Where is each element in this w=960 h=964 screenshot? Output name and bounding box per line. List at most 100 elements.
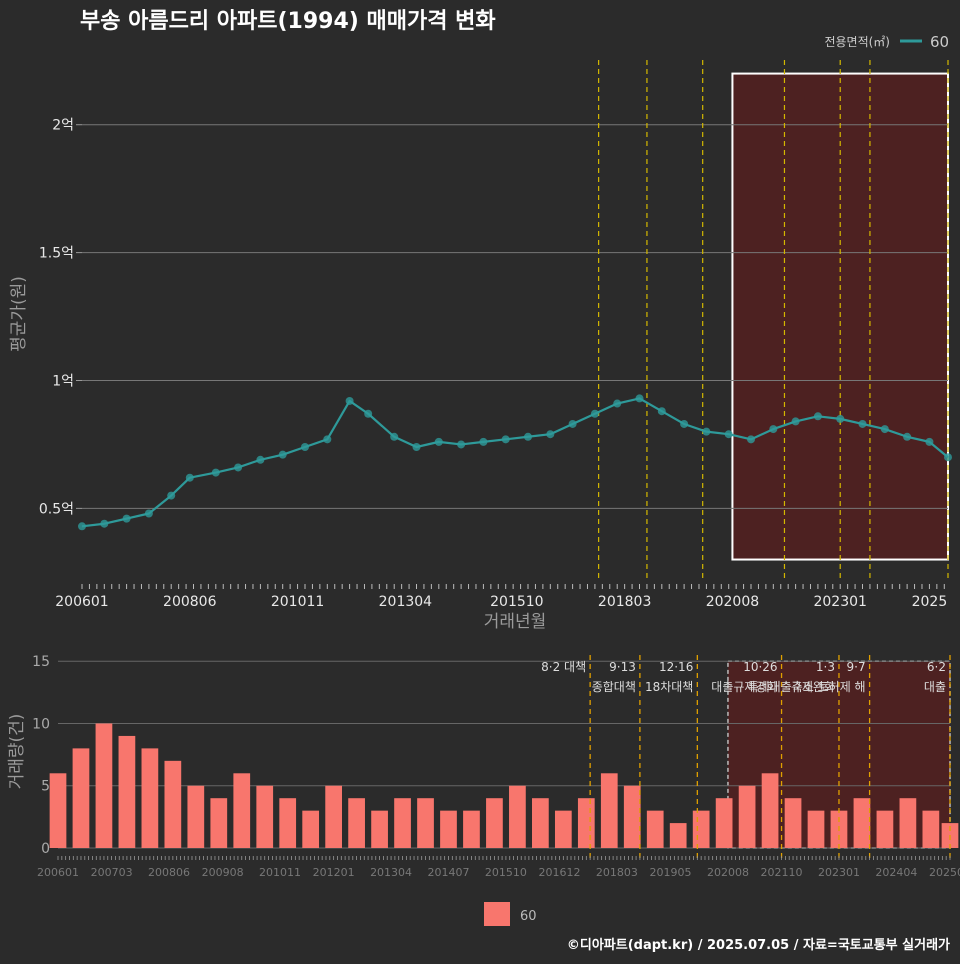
y-tick-label: 1억 (52, 374, 74, 390)
volume-bar (325, 785, 343, 848)
policy-annotation: 종합대책 (592, 679, 636, 694)
data-point (568, 419, 577, 428)
volume-bar (486, 798, 503, 848)
volume-bar (417, 798, 434, 848)
volume-bar (371, 810, 388, 848)
data-point (501, 435, 510, 444)
data-point (390, 432, 399, 441)
data-point (747, 435, 756, 444)
x-tick-label: 200703 (91, 866, 133, 879)
policy-annotation: 6·2 (927, 660, 946, 674)
x-tick-label: 202008 (706, 594, 759, 610)
volume-bar (95, 723, 113, 848)
data-point (301, 443, 310, 451)
volume-bar (577, 798, 595, 848)
volume-bar (118, 735, 136, 848)
policy-annotation: 규제완화 (791, 680, 835, 694)
volume-bar (623, 785, 641, 848)
data-point (944, 453, 952, 462)
y-tick-label: 15 (32, 654, 50, 670)
y-tick-label: 0 (41, 841, 50, 857)
volume-bar (164, 760, 182, 848)
volume-bar (348, 798, 365, 848)
policy-annotation: 18차대책 (645, 679, 693, 694)
data-point (323, 435, 332, 444)
volume-bar (554, 810, 572, 848)
data-point (702, 427, 711, 436)
policy-annotation: 9·7 (847, 660, 866, 674)
policy-annotation: 9·13 (609, 660, 636, 674)
x-tick-label: 202110 (761, 866, 803, 879)
x-tick-label: 2025 (912, 594, 948, 610)
volume-bar (463, 810, 480, 848)
legend-title: 전용면적(㎡) (824, 35, 890, 49)
data-point (434, 437, 443, 446)
data-point (457, 440, 466, 449)
volume-bar (394, 798, 411, 848)
volume-bar (738, 785, 756, 848)
data-point (836, 414, 845, 423)
price-chart: 0.5억 1억 1.5억 2억 200601 200806 201011 201304 2015… (9, 33, 952, 632)
x-tick-label: 200908 (202, 866, 244, 879)
data-point (813, 412, 822, 421)
x-tick-label: 202506 (929, 866, 960, 879)
x-tick-label: 200806 (163, 594, 217, 610)
x-tick-label: 201011 (259, 866, 301, 879)
data-point (925, 437, 934, 446)
volume-chart: 0 5 10 15 8·2 대책 9·13 종합대책 12·16 18차대책 10·26 대출규제강… (7, 654, 960, 926)
volume-bar (49, 773, 67, 848)
data-point (791, 417, 800, 426)
x-tick-label: 202301 (813, 594, 866, 610)
policy-annotation: 대출 (924, 680, 946, 694)
volume-bar (715, 798, 733, 848)
y-tick-label: 0.5억 (39, 501, 74, 517)
x-tick-label: 201803 (596, 866, 638, 879)
volume-bar (440, 810, 457, 848)
data-point (234, 463, 243, 472)
x-tick-label: 201510 (485, 866, 527, 879)
x-tick-label: 201803 (598, 594, 651, 610)
volume-bar (72, 748, 90, 848)
chart-title: 부송 아름드리 아파트(1994) 매매가격 변화 (80, 9, 496, 34)
data-point (724, 430, 733, 439)
data-point (479, 437, 488, 446)
volume-bar (141, 748, 159, 848)
volume-bar (876, 810, 894, 848)
policy-annotation: 특례대출축소 토허제 해 (748, 680, 866, 694)
data-point (880, 425, 889, 434)
volume-bar (807, 810, 825, 848)
policy-annotation: 10·26 (743, 660, 777, 674)
x-tick-label: 201304 (370, 866, 412, 879)
volume-bar (784, 798, 802, 848)
volume-bar (646, 810, 664, 848)
legend-label-60: 60 (520, 909, 537, 924)
data-point (122, 514, 131, 523)
y-tick-label: 2억 (52, 118, 74, 134)
data-point (185, 473, 194, 482)
data-point (657, 407, 666, 416)
data-point (769, 425, 778, 434)
volume-bar (187, 785, 205, 848)
x-tick-label: 201407 (427, 866, 469, 879)
data-point (524, 432, 533, 441)
volume-bar (532, 798, 549, 848)
x-tick-label: 201201 (313, 866, 355, 879)
x-tick-label: 200806 (148, 866, 190, 879)
x-tick-label: 200601 (37, 866, 79, 879)
volume-bar (233, 773, 251, 848)
x-axis-title: 거래년월 (484, 612, 547, 632)
y-tick-label: 1.5억 (39, 246, 74, 262)
y-tick-label: 5 (41, 779, 50, 795)
data-point (78, 522, 86, 531)
x-tick-label: 202404 (875, 866, 917, 879)
x-tick-label: 201612 (539, 866, 581, 879)
policy-annotation: 대출규제강화 (711, 680, 777, 694)
data-point (256, 455, 265, 464)
data-point (680, 419, 689, 428)
policy-annotation: 1·3 (816, 660, 835, 674)
policy-annotation: 8·2 대책 (541, 659, 586, 674)
data-point (858, 419, 867, 428)
x-tick-label: 201011 (271, 594, 324, 610)
y-axis-title: 거래량(건) (7, 714, 27, 790)
